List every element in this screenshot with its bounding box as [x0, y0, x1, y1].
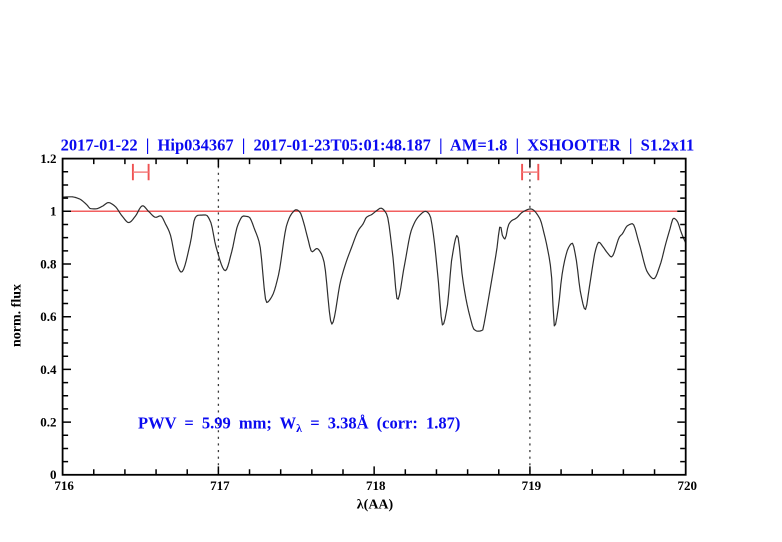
svg-text:norm. flux: norm. flux	[10, 284, 25, 347]
svg-text:717: 717	[210, 478, 230, 493]
svg-text:0.2: 0.2	[40, 415, 56, 430]
svg-text:PWV = 5.99 mm; Wλ = 3.38Å (cor: PWV = 5.99 mm; Wλ = 3.38Å (corr: 1.87)	[138, 414, 460, 436]
svg-text:1.2: 1.2	[40, 151, 56, 166]
svg-text:0: 0	[50, 467, 57, 482]
svg-text:718: 718	[366, 478, 386, 493]
svg-text:0.6: 0.6	[40, 309, 57, 324]
svg-text:716: 716	[54, 478, 74, 493]
svg-text:0.8: 0.8	[40, 256, 57, 271]
svg-text:2017-01-22 | Hip034367 | 2017-: 2017-01-22 | Hip034367 | 2017-01-23T05:0…	[61, 136, 695, 155]
svg-text:λ(AA): λ(AA)	[357, 498, 394, 513]
svg-text:0.4: 0.4	[40, 362, 57, 377]
svg-text:1: 1	[50, 204, 57, 219]
svg-text:719: 719	[522, 478, 542, 493]
svg-text:720: 720	[677, 478, 697, 493]
